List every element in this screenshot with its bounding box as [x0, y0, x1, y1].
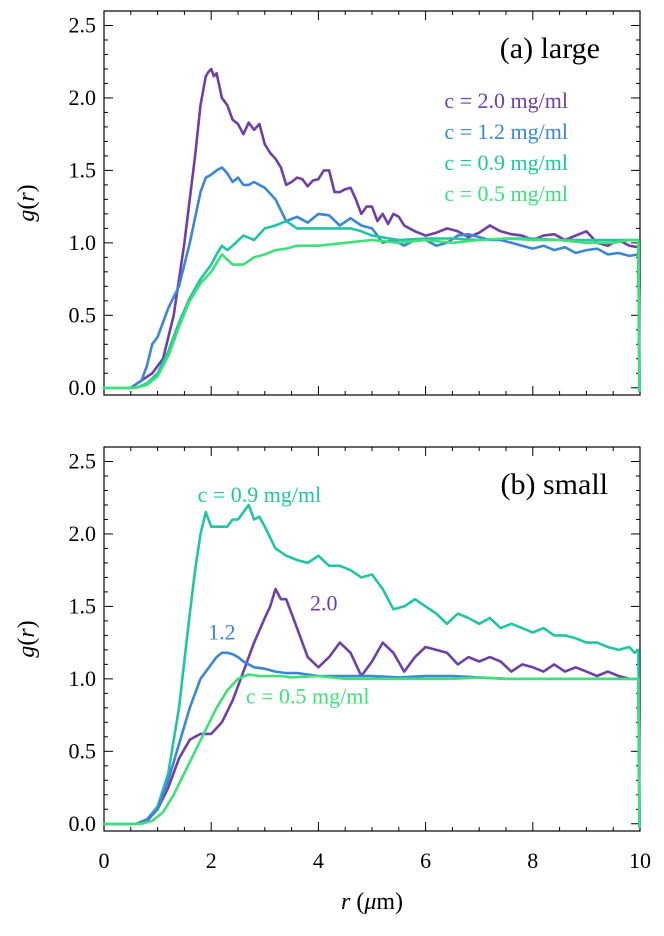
series-line	[102, 67, 641, 393]
y-tick-label: 1.5	[69, 157, 97, 182]
x-tick-label: 8	[527, 848, 538, 873]
annotation-label: 2.0	[310, 591, 338, 616]
y-tick-label: 0.5	[69, 302, 97, 327]
legend-entry: c = 2.0 mg/ml	[444, 88, 568, 113]
annotation-label: 1.2	[208, 620, 236, 645]
x-tick-label: 0	[99, 848, 110, 873]
legend-entry: c = 0.9 mg/ml	[444, 150, 568, 175]
x-tick-label: 4	[313, 848, 324, 873]
series-line	[102, 503, 641, 829]
panel-label: (b) small	[501, 468, 608, 501]
y-tick-label: 2.0	[69, 521, 97, 546]
y-axis-label: g(r)	[14, 184, 40, 221]
y-axis-label: g(r)	[14, 620, 40, 657]
y-tick-label: 1.0	[69, 666, 97, 691]
panel-a: 0.0 0.5 1.0 1.5 2.0 2.5 g(r) (a) large c = 2.0 m…	[14, 10, 641, 400]
panel-label: (a) large	[500, 32, 600, 65]
annotation-label: c = 0.9 mg/ml	[198, 482, 322, 507]
legend-entry: c = 0.5 mg/ml	[444, 181, 568, 206]
y-tick-label: 0.5	[69, 738, 97, 763]
legend-entry: c = 1.2 mg/ml	[444, 119, 568, 144]
y-tick-label: 2.5	[69, 448, 97, 473]
series-line	[102, 587, 641, 829]
y-tick-label: 0.0	[69, 811, 97, 836]
annotation-label: c = 0.5 mg/ml	[246, 683, 370, 708]
x-tick-label: 6	[420, 848, 431, 873]
x-tick-label: 2	[206, 848, 217, 873]
series-line	[102, 237, 641, 393]
y-tick-label: 0.0	[69, 375, 97, 400]
x-axis-label: r (μm)	[341, 889, 403, 915]
y-tick-label: 2.0	[69, 85, 97, 110]
y-tick-label: 2.5	[69, 12, 97, 37]
x-tick-label: 10	[629, 848, 651, 873]
y-tick-label: 1.5	[69, 593, 97, 618]
y-tick-label: 1.0	[69, 230, 97, 255]
series-line	[102, 166, 641, 393]
series-line	[102, 673, 641, 829]
panel-b: 0.0 0.5 1.0 1.5 2.0 2.5 0 2 4 6 8 10 g(r) r (μm) (b) s…	[14, 446, 651, 915]
